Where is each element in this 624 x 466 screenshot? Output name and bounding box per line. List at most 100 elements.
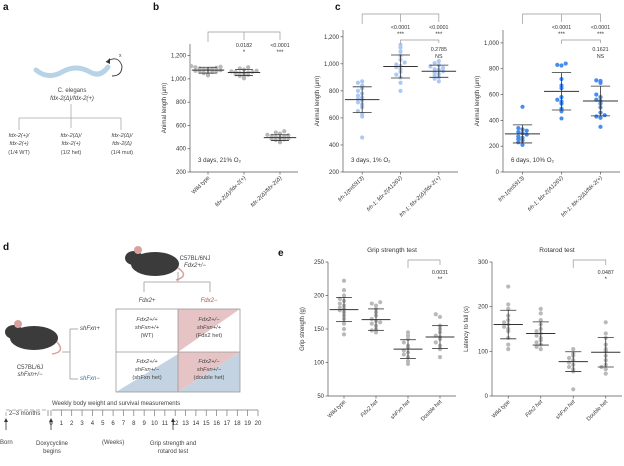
data-point [237,73,242,79]
y-tick-label: 400 [329,143,340,149]
data-point [506,347,511,352]
week-label: 14 [193,421,200,427]
data-point [341,288,347,293]
chart-b: 200 400 600 800 1,000 1,200 Animal length (μm)… [162,31,298,209]
comparison-bracket [561,39,601,44]
x-tick-label: shFxn het [390,399,412,421]
data-point [273,134,278,140]
data-point [555,62,560,67]
week-label: 7 [122,421,126,427]
week-label: 17 [224,421,231,427]
offspring-line2: fdx-2(Δ) [112,141,132,148]
comparison-bracket [400,39,440,44]
data-point [436,59,441,64]
data-point [432,61,437,66]
data-point [401,340,406,345]
data-point [214,65,219,70]
y-tick-label: 200 [329,170,340,176]
born-label: Born [0,440,13,446]
data-point [598,124,603,129]
cell-fdx2: Fdx2+/− [198,317,220,323]
y-tick-label: 200 [489,144,500,150]
organism-name: C. elegans [57,88,87,94]
week-label: 9 [142,421,146,427]
punnett-cell-shfxn-het: Fdx2+/+ shFxn+/− (shFxn het) [116,358,178,382]
significance-stars: *** [397,32,405,38]
data-point [398,42,403,47]
x-tick-label: frh-1; fdx-2(Δ)/fdx-2(+) [560,175,604,219]
data-point [398,80,403,85]
data-point [337,305,342,310]
cell-shfxn: shFxn+/+ [196,325,222,332]
chart-c-left: 200 400 600 800 1,000 1,200 Animal length (μm)… [315,13,458,219]
data-point [594,78,599,83]
parent-genotype: fdx-2(Δ)/fdx-2(+) [50,96,94,102]
y-tick-label: 800 [176,100,187,106]
y-tick-label: 100 [478,349,489,355]
data-point [373,330,379,335]
offspring-het: fdx-2(Δ)/ fdx-2(+) (1/2 het) [52,132,90,157]
data-point [506,342,511,347]
y-tick-label: 150 [314,327,325,333]
data-point [437,314,443,320]
worm-icon [33,64,111,78]
y-tick-label: 1,000 [484,41,500,47]
data-point [378,300,383,305]
week-label: 3 [80,421,84,427]
data-point [603,331,608,336]
y-tick-label: 50 [317,394,324,400]
data-point [433,340,438,345]
data-point [538,311,543,316]
y-axis-label: Latency to fall (s) [464,306,470,352]
data-point [246,65,251,70]
significance-stars: * [243,50,246,56]
condition-annotation: 3 days, 1% O₂ [351,157,391,164]
significance-stars: ** [438,277,443,283]
x-tick-label: frh-1(tm5913) [337,175,365,203]
cell-fdx2: Fdx2+/+ [136,317,158,323]
week-label: 5 [101,421,105,427]
p-value: 0.0182 [236,43,252,49]
data-point [555,97,560,102]
x-tick-label: Wild type [191,175,212,196]
cell-label: (double het) [193,375,225,382]
event-tests: Grip strength and rotarod test [149,441,197,456]
panel-label-a: a [3,2,9,13]
data-point [341,326,347,332]
data-point [534,333,539,338]
data-point [538,317,543,323]
data-point [602,113,607,118]
col-header-fdx2-minus: Fdx2− [200,298,218,304]
data-point [241,75,247,80]
data-point [218,64,223,69]
week-label: 15 [203,421,210,427]
week-label: 11 [162,421,169,427]
data-point [594,114,599,119]
week-label: 10 [151,421,158,427]
panel-label-c: c [335,2,341,13]
week-label: 19 [244,421,251,427]
p-value: 0.0487 [598,270,614,276]
comparison-bracket [407,259,441,268]
data-point [603,367,608,372]
cell-label: (shFxn het) [132,375,162,382]
x-tick-label: Double het [420,399,444,423]
data-point [566,364,572,370]
data-point [405,330,411,335]
cell-fill-pink [178,309,240,352]
mouse-top-strain: C57BL/6NJ [179,256,211,262]
data-point [233,69,238,75]
week-label: 13 [182,421,189,427]
data-point [433,312,438,317]
x-tick-label: frh-1; fdx-2(Δ)/fdx-2(+) [399,175,443,219]
mouse-top-icon [125,246,185,281]
data-point [250,69,255,75]
data-point [405,359,411,364]
data-point [369,321,374,326]
y-axis-label: Animal length (μm) [162,83,168,133]
mouse-left-genotype: shFxn+/− [17,372,43,378]
y-tick-label: 600 [329,116,340,122]
p-value: 0.1621 [592,47,608,53]
data-point [341,293,347,298]
data-point [237,70,242,76]
